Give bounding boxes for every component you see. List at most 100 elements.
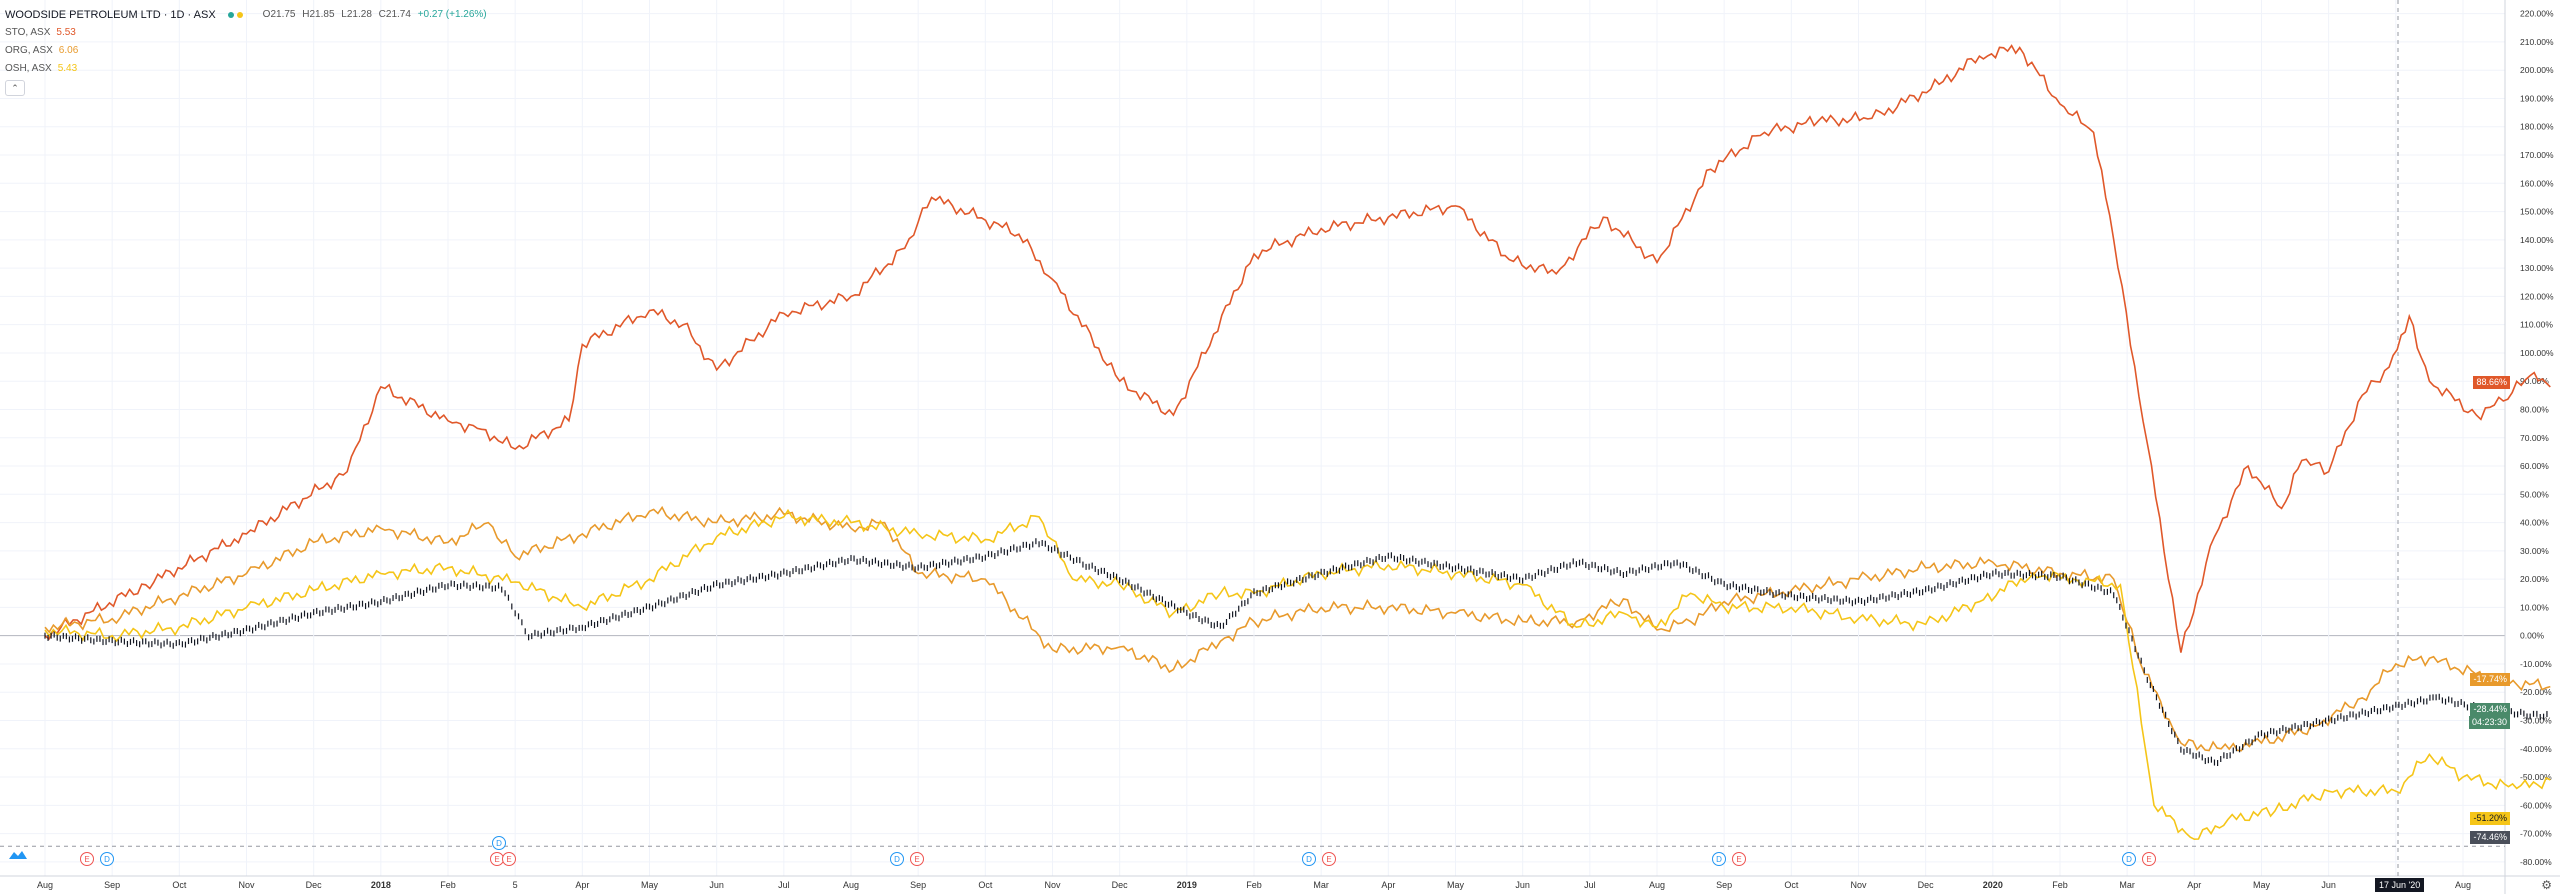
y-tick-label: -70.00% [2520,829,2552,839]
earnings-event-icon[interactable]: E [2142,852,2156,866]
x-tick-label: Feb [1246,880,1262,890]
x-tick-label: Apr [2187,880,2201,890]
y-tick-label: 220.00% [2520,9,2554,19]
y-tick-label: 210.00% [2520,37,2554,47]
compare-symbol: STO, ASX [5,27,51,38]
y-tick-label: 60.00% [2520,461,2549,471]
x-tick-label: Sep [1716,880,1732,890]
dividend-event-icon[interactable]: D [492,836,506,850]
y-tick-label: 170.00% [2520,150,2554,160]
gear-icon[interactable]: ⚙ [2541,878,2552,892]
compare-row-osh[interactable]: OSH, ASX 5.43 [5,60,491,78]
price-tag-wpl: -28.44% [2470,703,2510,716]
price-tag-osh: -51.20% [2470,812,2510,825]
x-tick-label: Dec [1112,880,1129,890]
y-tick-label: 150.00% [2520,207,2554,217]
earnings-event-icon[interactable]: E [80,852,94,866]
x-tick-label: Feb [2052,880,2068,890]
x-tick-label: Aug [1649,880,1665,890]
x-tick-label: May [641,880,659,890]
compare-value: 5.43 [57,63,78,74]
x-tick-label: Apr [1381,880,1395,890]
legend-collapse-button[interactable]: ⌃ [5,80,25,96]
data-status-icon [236,12,243,18]
dividend-event-icon[interactable]: D [890,852,904,866]
crosshair-date-label: 17 Jun '20 [2375,878,2425,892]
tradingview-logo-icon[interactable] [8,848,28,862]
series-line [44,508,2551,841]
x-tick-label: Sep [910,880,926,890]
x-tick-label: 2018 [371,880,391,890]
x-tick-label: Feb [440,880,456,890]
x-tick-label: Mar [2119,880,2135,890]
main-symbol-row: WOODSIDE PETROLEUM LTD · 1D · ASX O21.75… [5,6,491,24]
x-tick-label: Aug [37,880,53,890]
low-value: L21.28 [341,9,372,20]
compare-row-sto[interactable]: STO, ASX 5.53 [5,24,491,42]
x-tick-label: Nov [1044,880,1061,890]
x-tick-label: Jun [1515,880,1530,890]
y-tick-label: -20.00% [2520,687,2552,697]
y-tick-label: 100.00% [2520,348,2554,358]
x-tick-label: Oct [172,880,187,890]
x-tick-label: Jun [709,880,724,890]
earnings-event-icon[interactable]: E [502,852,516,866]
crosshair-price-tag: -74.46% [2470,831,2510,844]
ohlc-values: O21.75 H21.85 L21.28 C21.74 +0.27 (+1.26… [263,6,491,24]
y-tick-label: 30.00% [2520,546,2549,556]
compare-symbol: ORG, ASX [5,45,53,56]
price-tag-sto: 88.66% [2473,376,2510,389]
dividend-event-icon[interactable]: D [2122,852,2136,866]
x-tick-label: Oct [978,880,993,890]
market-status-icon [227,12,234,18]
earnings-event-icon[interactable]: E [1732,852,1746,866]
main-symbol-title[interactable]: WOODSIDE PETROLEUM LTD · 1D · ASX [5,9,216,21]
y-tick-label: -30.00% [2520,715,2552,725]
chart-legend: WOODSIDE PETROLEUM LTD · 1D · ASX O21.75… [5,6,491,96]
earnings-event-icon[interactable]: E [910,852,924,866]
x-tick-label: Dec [1918,880,1935,890]
y-tick-label: 90.00% [2520,376,2549,386]
y-tick-label: 160.00% [2520,178,2554,188]
series-line [44,505,2551,752]
y-tick-label: 0.00% [2520,631,2545,641]
series-line [44,44,2551,653]
x-tick-label: Jun [2321,880,2336,890]
dividend-event-icon[interactable]: D [1302,852,1316,866]
x-tick-label: May [2253,880,2271,890]
compare-value: 5.53 [56,27,76,38]
chevron-up-icon: ⌃ [11,83,19,93]
x-tick-label: Jul [1584,880,1596,890]
x-tick-label: Dec [306,880,323,890]
x-tick-label: 2020 [1983,880,2003,890]
x-tick-label: May [1447,880,1465,890]
y-tick-label: 200.00% [2520,65,2554,75]
y-tick-label: 80.00% [2520,404,2549,414]
y-tick-label: 70.00% [2520,433,2549,443]
x-tick-label: Mar [1313,880,1329,890]
y-tick-label: 50.00% [2520,489,2549,499]
y-tick-label: -60.00% [2520,800,2552,810]
open-value: O21.75 [262,9,296,20]
y-tick-label: 110.00% [2520,320,2553,330]
compare-row-org[interactable]: ORG, ASX 6.06 [5,42,491,60]
countdown-tag: 04:23:30 [2468,716,2510,729]
dividend-event-icon[interactable]: D [100,852,114,866]
x-tick-label: Aug [843,880,859,890]
y-tick-label: 190.00% [2520,93,2554,103]
y-tick-label: 120.00% [2520,291,2554,301]
status-dots [227,12,243,18]
close-value: C21.74 [378,9,411,20]
x-tick-label: Nov [238,880,255,890]
y-tick-label: 140.00% [2520,235,2554,245]
y-tick-label: -50.00% [2520,772,2552,782]
y-tick-label: 180.00% [2520,122,2554,132]
x-tick-label: 5 [513,880,518,890]
dividend-event-icon[interactable]: D [1712,852,1726,866]
earnings-event-icon[interactable]: E [1322,852,1336,866]
y-tick-label: -40.00% [2520,744,2552,754]
y-tick-label: 40.00% [2520,518,2549,528]
x-tick-label: Jul [778,880,790,890]
x-tick-label: Oct [1784,880,1799,890]
